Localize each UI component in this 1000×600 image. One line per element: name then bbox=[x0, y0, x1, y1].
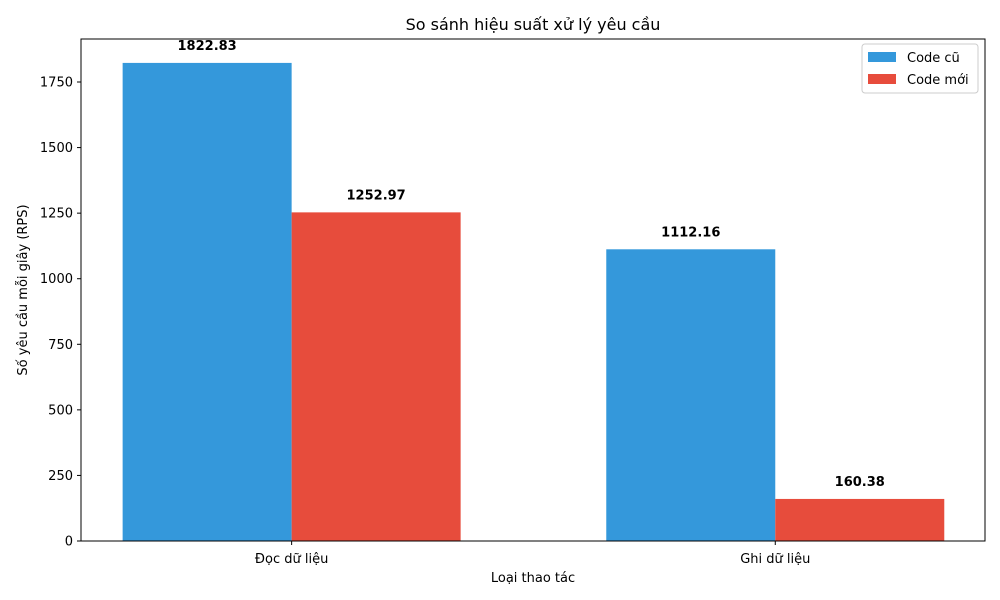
y-axis-title: Số yêu cầu mỗi giây (RPS) bbox=[16, 204, 31, 375]
y-axis: 0 250 500 750 1000 1250 1500 1750 bbox=[40, 76, 81, 550]
x-tick-label: Ghi dữ liệu bbox=[740, 552, 810, 567]
bar-old-1 bbox=[606, 249, 776, 541]
legend-label: Code cũ bbox=[907, 51, 960, 66]
legend: Code cũ Code mới bbox=[861, 43, 979, 94]
bar-new-1 bbox=[775, 498, 945, 541]
bar-new-0 bbox=[291, 212, 461, 541]
x-tick-label: Đọc dữ liệu bbox=[255, 552, 328, 567]
y-tick-label: 1000 bbox=[40, 272, 73, 287]
x-axis-title: Loại thao tác bbox=[491, 571, 575, 586]
data-labels-group: 1822.83 1112.16 1252.97 160.38 bbox=[178, 39, 885, 490]
legend-label: Code mới bbox=[907, 73, 969, 88]
bars-group bbox=[122, 62, 945, 541]
plot-frame bbox=[80, 38, 986, 542]
y-tick-label: 1750 bbox=[40, 76, 73, 91]
y-tick-label: 500 bbox=[48, 403, 73, 418]
y-tick-label: 1250 bbox=[40, 207, 73, 222]
y-tick-label: 250 bbox=[48, 469, 73, 484]
bar-value-label: 1252.97 bbox=[347, 188, 406, 203]
chart-title: So sánh hiệu suất xử lý yêu cầu bbox=[406, 15, 661, 34]
y-tick-label: 0 bbox=[65, 535, 73, 550]
legend-swatch bbox=[868, 52, 896, 62]
x-axis: Đọc dữ liệu Ghi dữ liệu bbox=[255, 541, 810, 567]
y-tick-label: 750 bbox=[48, 338, 73, 353]
legend-swatch bbox=[868, 74, 896, 84]
bar-old-0 bbox=[122, 62, 292, 541]
bar-value-label: 1822.83 bbox=[178, 39, 237, 54]
bar-value-label: 160.38 bbox=[835, 475, 885, 490]
bar-value-label: 1112.16 bbox=[661, 225, 720, 240]
y-tick-label: 1500 bbox=[40, 141, 73, 156]
